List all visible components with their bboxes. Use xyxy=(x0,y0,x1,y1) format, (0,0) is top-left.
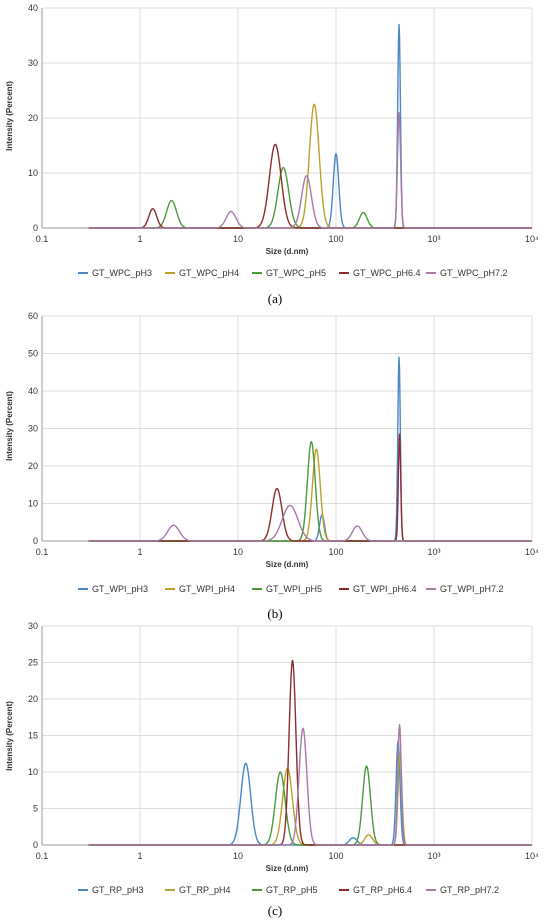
x-axis-label: Size (d.nm) xyxy=(266,560,309,569)
y-tick-label: 30 xyxy=(28,424,38,434)
y-tick-label: 20 xyxy=(28,694,38,704)
y-tick-label: 25 xyxy=(28,658,38,668)
y-tick-label: 30 xyxy=(28,58,38,68)
legend-label: GT_RP_pH7.2 xyxy=(440,885,499,895)
y-tick-label: 0 xyxy=(33,840,38,850)
legend-item[interactable]: GT_WPC_pH3 xyxy=(78,268,152,278)
legend-label: GT_WPC_pH6.4 xyxy=(353,268,421,278)
legend-label: GT_WPI_pH5 xyxy=(266,584,322,594)
legend-item[interactable]: GT_RP_pH3 xyxy=(78,885,144,895)
x-tick-label: 100 xyxy=(328,851,343,861)
legend-label: GT_WPC_pH5 xyxy=(266,268,326,278)
y-tick-label: 20 xyxy=(28,461,38,471)
x-tick-label: 10³ xyxy=(427,234,440,244)
chart-panel-b: 0.1 1 10 100 10³ 10⁴ 0 10 20 30 40 50 60 Size (d.nm) I… xyxy=(5,311,539,621)
y-tick-label: 15 xyxy=(28,731,38,741)
series-line-gt-wpc-ph3 xyxy=(88,23,533,229)
chart-panel-a: 0.1 1 10 100 10³ 10⁴ 0 10 20 30 40 Size (d.nm) Inten… xyxy=(5,3,539,306)
y-tick-label: 50 xyxy=(28,349,38,359)
legend-label: GT_RP_pH6.4 xyxy=(353,885,412,895)
series-line-gt-wpc-ph4 xyxy=(88,103,533,229)
y-tick-label: 40 xyxy=(28,3,38,13)
legend-item[interactable]: GT_WPI_pH4 xyxy=(165,584,235,594)
legend-label: GT_WPC_pH4 xyxy=(179,268,239,278)
series-line-gt-wpi-ph7-2 xyxy=(88,504,533,542)
x-tick-label: 0.1 xyxy=(36,547,49,557)
legend-item[interactable]: GT_WPC_pH6.4 xyxy=(339,268,421,278)
series-line-gt-wpi-ph5 xyxy=(88,440,533,542)
legend-item[interactable]: GT_WPC_pH7.2 xyxy=(426,268,508,278)
x-tick-label: 1 xyxy=(137,547,142,557)
y-tick-label: 10 xyxy=(28,499,38,509)
legend-item[interactable]: GT_WPI_pH5 xyxy=(252,584,322,594)
series-line-gt-wpi-ph6-4 xyxy=(88,433,533,542)
y-tick-label: 10 xyxy=(28,168,38,178)
y-tick-label: 0 xyxy=(33,223,38,233)
panel-caption: (b) xyxy=(267,606,282,621)
x-tick-label: 10⁴ xyxy=(525,234,539,244)
y-tick-label: 40 xyxy=(28,386,38,396)
legend-label: GT_WPC_pH7.2 xyxy=(440,268,508,278)
x-tick-label: 100 xyxy=(328,547,343,557)
x-tick-label: 1 xyxy=(137,851,142,861)
x-axis-label: Size (d.nm) xyxy=(266,247,309,256)
y-axis-label: Intensity (Percent) xyxy=(5,701,14,771)
legend-label: GT_RP_pH3 xyxy=(92,885,144,895)
x-tick-label: 10³ xyxy=(427,851,440,861)
chart-panel-c: 0.1 1 10 100 10³ 10⁴ 0 5 10 15 20 25 30 Size (d.nm) In… xyxy=(5,621,539,918)
y-tick-label: 60 xyxy=(28,311,38,321)
panel-caption: (a) xyxy=(268,291,282,306)
legend-item[interactable]: GT_WPI_pH3 xyxy=(78,584,148,594)
x-tick-label: 10 xyxy=(233,851,243,861)
x-tick-label: 100 xyxy=(328,234,343,244)
series-line-gt-wpi-ph4 xyxy=(88,448,533,542)
y-axis-label: Intensity (Percent) xyxy=(5,81,14,151)
legend-label: GT_RP_pH4 xyxy=(179,885,231,895)
legend-item[interactable]: GT_WPI_pH6.4 xyxy=(339,584,417,594)
legend-item[interactable]: GT_WPC_pH5 xyxy=(252,268,326,278)
x-tick-label: 10 xyxy=(233,547,243,557)
series-line-gt-wpc-ph5 xyxy=(88,166,533,229)
legend-item[interactable]: GT_RP_pH5 xyxy=(252,885,318,895)
series-line-gt-rp-ph7-2 xyxy=(88,723,533,846)
legend-label: GT_WPI_pH7.2 xyxy=(440,584,504,594)
x-tick-label: 10⁴ xyxy=(525,851,539,861)
x-axis-label: Size (d.nm) xyxy=(266,864,309,873)
legend-label: GT_WPI_pH6.4 xyxy=(353,584,417,594)
series-line-gt-wpc-ph7-2 xyxy=(88,111,533,229)
y-tick-label: 5 xyxy=(33,804,38,814)
x-tick-label: 1 xyxy=(137,234,142,244)
legend-label: GT_WPC_pH3 xyxy=(92,268,152,278)
legend-item[interactable]: GT_RP_pH4 xyxy=(165,885,231,895)
y-axis-label: Intensity (Percent) xyxy=(5,391,14,461)
legend-item[interactable]: GT_RP_pH7.2 xyxy=(426,885,499,895)
legend-item[interactable]: GT_WPC_pH4 xyxy=(165,268,239,278)
y-tick-label: 20 xyxy=(28,113,38,123)
y-tick-label: 10 xyxy=(28,767,38,777)
series-line-gt-rp-ph5 xyxy=(88,765,533,846)
legend-label: GT_RP_pH5 xyxy=(266,885,318,895)
legend-item[interactable]: GT_RP_pH6.4 xyxy=(339,885,412,895)
x-tick-label: 10⁴ xyxy=(525,547,539,557)
series-line-gt-rp-ph6-4 xyxy=(88,659,533,846)
legend-label: GT_WPI_pH4 xyxy=(179,584,235,594)
y-tick-label: 30 xyxy=(28,621,38,631)
x-tick-label: 10 xyxy=(233,234,243,244)
x-tick-label: 0.1 xyxy=(36,234,49,244)
x-tick-label: 0.1 xyxy=(36,851,49,861)
x-tick-label: 10³ xyxy=(427,547,440,557)
legend-item[interactable]: GT_WPI_pH7.2 xyxy=(426,584,504,594)
y-tick-label: 0 xyxy=(33,536,38,546)
panel-caption: (c) xyxy=(268,903,282,918)
legend-label: GT_WPI_pH3 xyxy=(92,584,148,594)
